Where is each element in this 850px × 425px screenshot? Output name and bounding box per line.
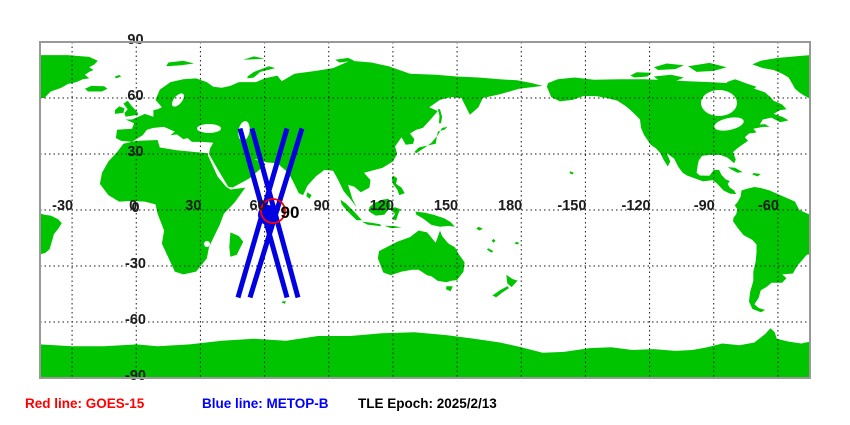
- lat-tick-label: -60: [125, 312, 146, 328]
- land-new-caledonia: [487, 248, 494, 253]
- land-philippines: [391, 175, 405, 196]
- lon-tick-label: 0: [129, 198, 137, 214]
- land-sulawesi: [390, 207, 401, 221]
- land-eurasia: [115, 60, 543, 208]
- land-solomons: [476, 226, 483, 231]
- water-lake-victoria: [204, 241, 210, 247]
- water-great-lakes: [714, 117, 744, 131]
- land-sakhalin: [437, 109, 443, 124]
- land-ellesmere-island: [688, 62, 727, 72]
- lon-tick-label: -120: [622, 198, 651, 214]
- lon-tick-label: 30: [185, 198, 201, 214]
- land-britain: [123, 100, 139, 117]
- land-brazil-bulge: [40, 213, 62, 255]
- land-borneo: [369, 198, 391, 216]
- land-severnaya-zemlya: [335, 57, 355, 63]
- land-hawaii: [569, 171, 574, 175]
- lat-tick-label: 30: [127, 144, 143, 160]
- land-antarctica: [40, 328, 810, 378]
- land-greenland-east: [40, 55, 98, 98]
- lon-tick-label: 90: [314, 198, 330, 214]
- land-franz-josef: [243, 56, 265, 60]
- lon-tick-label: -150: [557, 198, 586, 214]
- land-iceland: [84, 85, 108, 92]
- land-baffin-island: [726, 79, 757, 95]
- lat-tick-label: 60: [127, 88, 143, 104]
- legend-tle-epoch: TLE Epoch: 2025/2/13: [358, 396, 497, 411]
- land-kerguelen: [281, 301, 286, 304]
- lat-tick-label: 90: [127, 32, 143, 48]
- land-victoria-island: [653, 74, 684, 82]
- lon-tick-label: -90: [694, 198, 715, 214]
- land-nz-south-island: [492, 286, 510, 298]
- land-madagascar: [229, 232, 244, 257]
- land-novaya-zemlya: [247, 66, 276, 79]
- land-svalbard: [166, 60, 194, 67]
- land-hispaniola: [752, 173, 761, 177]
- land-australia: [377, 230, 465, 283]
- lat-tick-label: 0: [131, 200, 139, 216]
- land-java: [361, 221, 382, 227]
- lat-tick-label: -30: [125, 256, 146, 272]
- legend-blue-line-metopb: Blue line: METOP-B: [202, 396, 329, 411]
- legend-red-line-goes15: Red line: GOES-15: [25, 396, 145, 411]
- marker-overlay-label: 90: [281, 203, 300, 222]
- land-fiji: [514, 241, 520, 245]
- land-sri-lanka: [306, 192, 312, 199]
- lon-tick-label: 150: [434, 198, 458, 214]
- land-japan: [414, 126, 448, 154]
- land-south-america: [733, 187, 810, 313]
- land-vanuatu: [491, 238, 496, 243]
- land-jan-mayen: [114, 75, 122, 79]
- water-black-sea: [197, 124, 221, 133]
- landmasses: [40, 55, 810, 378]
- map-frame-border: [39, 41, 811, 379]
- land-tasmania: [446, 286, 453, 292]
- lon-tick-label: 120: [370, 198, 394, 214]
- lon-tick-label: -30: [52, 198, 73, 214]
- lat-tick-label: -90: [125, 368, 146, 384]
- land-new-guinea: [415, 211, 455, 227]
- land-nz-north-island: [506, 274, 518, 288]
- land-greenland-west: [752, 55, 810, 99]
- lon-tick-label: 60: [249, 198, 265, 214]
- metop-b-position-marker: [258, 205, 278, 225]
- land-banks-island: [630, 72, 652, 78]
- land-ireland: [114, 106, 125, 114]
- water-hudson-bay: [701, 90, 737, 116]
- land-high-arctic-island: [653, 63, 684, 70]
- lon-tick-label: -60: [758, 198, 779, 214]
- water-baltic-sea: [172, 93, 184, 107]
- land-cuba: [727, 167, 743, 173]
- goes-15-track-ring: [260, 198, 286, 224]
- lon-tick-label: 180: [498, 198, 522, 214]
